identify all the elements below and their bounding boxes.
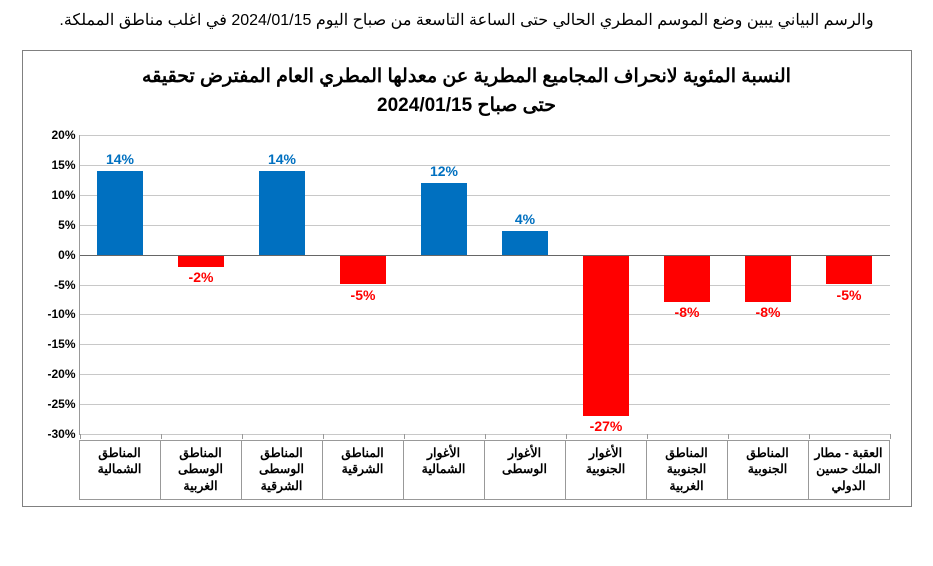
figure-caption: والرسم البياني يبين وضع الموسم المطري ال… bbox=[20, 10, 913, 30]
x-tick bbox=[566, 434, 567, 439]
x-tick bbox=[161, 434, 162, 439]
x-axis-label: المناطق الشمالية bbox=[80, 440, 160, 500]
x-tick bbox=[728, 434, 729, 439]
bar bbox=[826, 255, 871, 285]
x-axis-label: المناطق الوسطى الشرقية bbox=[242, 440, 322, 500]
bar-value-label: -2% bbox=[161, 269, 242, 285]
bar bbox=[259, 171, 304, 255]
bar bbox=[178, 255, 223, 267]
bar-slot: 12% bbox=[404, 135, 485, 434]
y-tick-label: 5% bbox=[38, 218, 76, 232]
bar-value-label: -5% bbox=[809, 287, 890, 303]
bar bbox=[97, 171, 142, 255]
bar bbox=[421, 183, 466, 255]
bar-value-label: 14% bbox=[80, 151, 161, 167]
bar-slot: -5% bbox=[323, 135, 404, 434]
bar-slot: -5% bbox=[809, 135, 890, 434]
chart-title: النسبة المئوية لانحراف المجاميع المطرية … bbox=[29, 57, 905, 130]
x-axis-label: الأغوار الشمالية bbox=[404, 440, 484, 500]
y-tick-label: 15% bbox=[38, 158, 76, 172]
bar bbox=[664, 255, 709, 303]
bar bbox=[502, 231, 547, 255]
x-axis-label: المناطق الشرقية bbox=[323, 440, 403, 500]
plot-area: -30% -25% -20% -15% -10% -5% 0% 5% 10% 15% 20% 14% -… bbox=[29, 130, 905, 500]
bar-value-label: 14% bbox=[242, 151, 323, 167]
x-axis-label: الأغوار الوسطى bbox=[485, 440, 565, 500]
y-tick-label: -25% bbox=[38, 397, 76, 411]
bar-value-label: -8% bbox=[647, 304, 728, 320]
bar-slot: -27% bbox=[566, 135, 647, 434]
bar-value-label: 12% bbox=[404, 163, 485, 179]
y-tick-label: -5% bbox=[38, 278, 76, 292]
bar-slot: -8% bbox=[728, 135, 809, 434]
y-tick-label: 0% bbox=[38, 248, 76, 262]
bar-slot: 14% bbox=[242, 135, 323, 434]
x-tick bbox=[809, 434, 810, 439]
x-tick bbox=[242, 434, 243, 439]
x-axis-label: المناطق الجنوبية الغربية bbox=[647, 440, 727, 500]
bar-slot: -2% bbox=[161, 135, 242, 434]
x-tick bbox=[323, 434, 324, 439]
x-tick bbox=[890, 434, 891, 439]
bar-value-label: -5% bbox=[323, 287, 404, 303]
bar-slot: -8% bbox=[647, 135, 728, 434]
y-tick-label: -15% bbox=[38, 337, 76, 351]
x-axis-label: العقبة - مطار الملك حسين الدولي bbox=[809, 440, 889, 500]
bar-value-label: 4% bbox=[485, 211, 566, 227]
x-tick bbox=[404, 434, 405, 439]
y-tick-label: 10% bbox=[38, 188, 76, 202]
bar-slot: 14% bbox=[80, 135, 161, 434]
x-axis-label: المناطق الجنوبية bbox=[728, 440, 808, 500]
bar bbox=[340, 255, 385, 285]
bar bbox=[583, 255, 628, 416]
bar bbox=[745, 255, 790, 303]
bar-value-label: -8% bbox=[728, 304, 809, 320]
zero-line bbox=[80, 255, 890, 256]
y-tick-label: -30% bbox=[38, 427, 76, 441]
chart-container: النسبة المئوية لانحراف المجاميع المطرية … bbox=[22, 50, 912, 507]
y-tick-label: 20% bbox=[38, 128, 76, 142]
x-axis-label: المناطق الوسطى الغربية bbox=[161, 440, 241, 500]
x-axis-label: الأغوار الجنوبية bbox=[566, 440, 646, 500]
y-tick-label: -10% bbox=[38, 307, 76, 321]
x-tick bbox=[485, 434, 486, 439]
y-tick-label: -20% bbox=[38, 367, 76, 381]
x-tick bbox=[80, 434, 81, 439]
x-tick bbox=[647, 434, 648, 439]
bar-value-label: -27% bbox=[566, 418, 647, 434]
bar-slot: 4% bbox=[485, 135, 566, 434]
